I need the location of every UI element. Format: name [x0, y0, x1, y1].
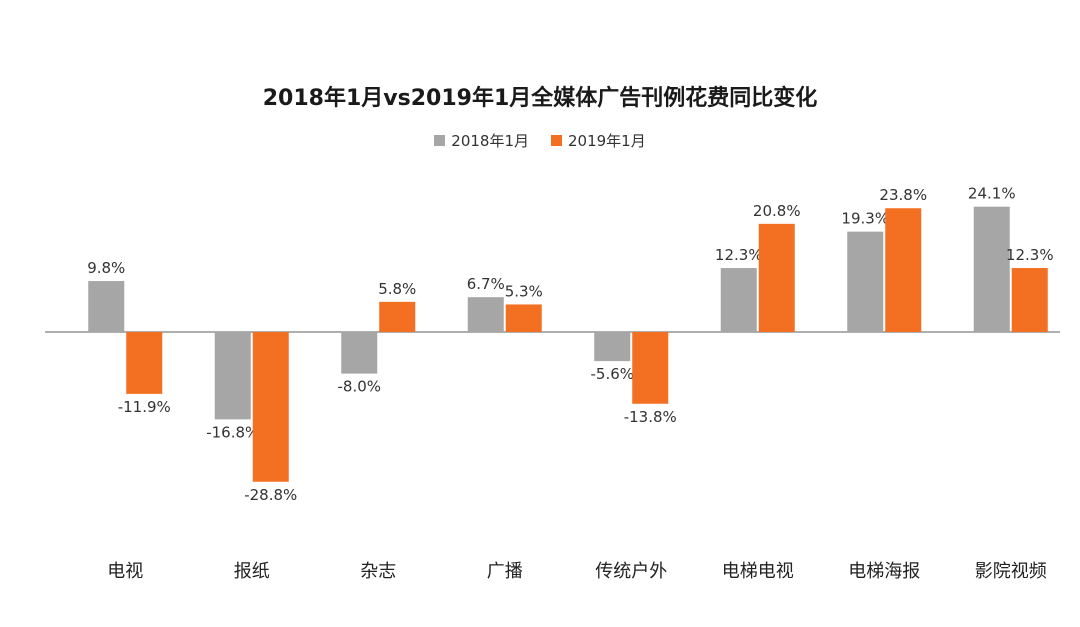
data-label-2018-2: -8.0% [337, 378, 381, 396]
bar-2018-6 [847, 231, 884, 332]
bar-2019-6 [885, 208, 922, 332]
category-label-4: 传统户外 [595, 561, 667, 582]
bar-2019-2 [379, 301, 416, 332]
bar-2019-7 [1011, 268, 1048, 332]
category-label-2: 杂志 [360, 561, 396, 582]
data-label-2018-7: 24.1% [968, 185, 1016, 203]
category-label-6: 电梯海报 [848, 561, 920, 582]
bar-2019-4 [632, 332, 669, 404]
bar-2018-0 [88, 281, 125, 332]
bar-2018-5 [720, 268, 757, 332]
data-label-2019-3: 5.3% [505, 282, 543, 300]
bar-2019-0 [126, 332, 163, 394]
bar-2018-1 [214, 332, 251, 420]
legend-item-2019: 2019年1月 [551, 130, 646, 151]
data-label-2018-4: -5.6% [590, 365, 634, 383]
category-label-5: 电梯电视 [722, 561, 794, 582]
category-label-7: 影院视频 [975, 561, 1047, 582]
data-label-2018-0: 9.8% [87, 259, 125, 277]
legend: 2018年1月 2019年1月 [0, 130, 1080, 151]
data-label-2019-7: 12.3% [1006, 246, 1054, 264]
data-label-2019-0: -11.9% [118, 398, 171, 416]
category-label-1: 报纸 [234, 561, 270, 582]
data-label-2019-1: -28.8% [244, 486, 297, 504]
data-label-2018-3: 6.7% [467, 275, 505, 293]
bar-2018-3 [467, 297, 504, 332]
bar-2018-2 [341, 332, 378, 374]
data-label-2018-1: -16.8% [206, 423, 259, 441]
bar-2019-1 [252, 332, 289, 482]
bar-2018-7 [973, 206, 1010, 332]
category-label-3: 广播 [487, 561, 523, 582]
data-label-2019-4: -13.8% [624, 408, 677, 426]
data-label-2019-5: 20.8% [753, 202, 801, 220]
bar-2019-3 [505, 304, 542, 332]
bar-2019-5 [758, 223, 795, 332]
data-label-2018-6: 19.3% [841, 210, 889, 228]
legend-swatch-2019 [551, 135, 562, 146]
bar-2018-4 [594, 332, 631, 362]
category-label-0: 电视 [107, 561, 143, 582]
data-label-2019-6: 23.8% [879, 186, 927, 204]
legend-item-2018: 2018年1月 [434, 130, 529, 151]
data-label-2019-2: 5.8% [378, 280, 416, 298]
legend-label-2018: 2018年1月 [451, 132, 529, 150]
chart-title: 2018年1月vs2019年1月全媒体广告刊例花费同比变化 [262, 86, 818, 111]
data-label-2018-5: 12.3% [715, 246, 763, 264]
legend-swatch-2018 [434, 135, 446, 146]
legend-label-2019: 2019年1月 [568, 132, 646, 150]
